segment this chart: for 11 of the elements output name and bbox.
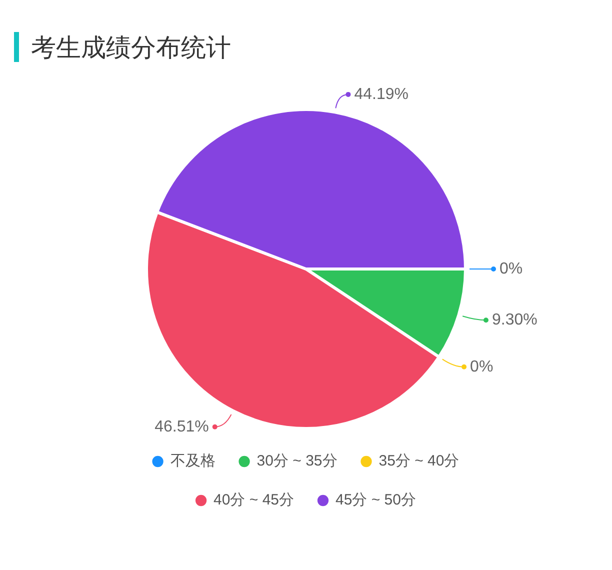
legend-label: 45分 ~ 50分 [336, 492, 416, 509]
data-label: 9.30% [492, 312, 538, 329]
text: 0% [470, 358, 494, 376]
chart-title: 考生成绩分布统计 [31, 32, 231, 64]
legend-label: 35分 ~ 40分 [378, 452, 460, 470]
data-label: 44.19% [354, 86, 408, 103]
legend-label: 30分 ~ 35分 [256, 452, 338, 470]
text: 0% [500, 260, 523, 278]
data-label: 46.51% [154, 418, 209, 436]
legend-label: 不及格 [170, 452, 216, 470]
legend-label: 40分 ~ 45分 [214, 492, 294, 509]
